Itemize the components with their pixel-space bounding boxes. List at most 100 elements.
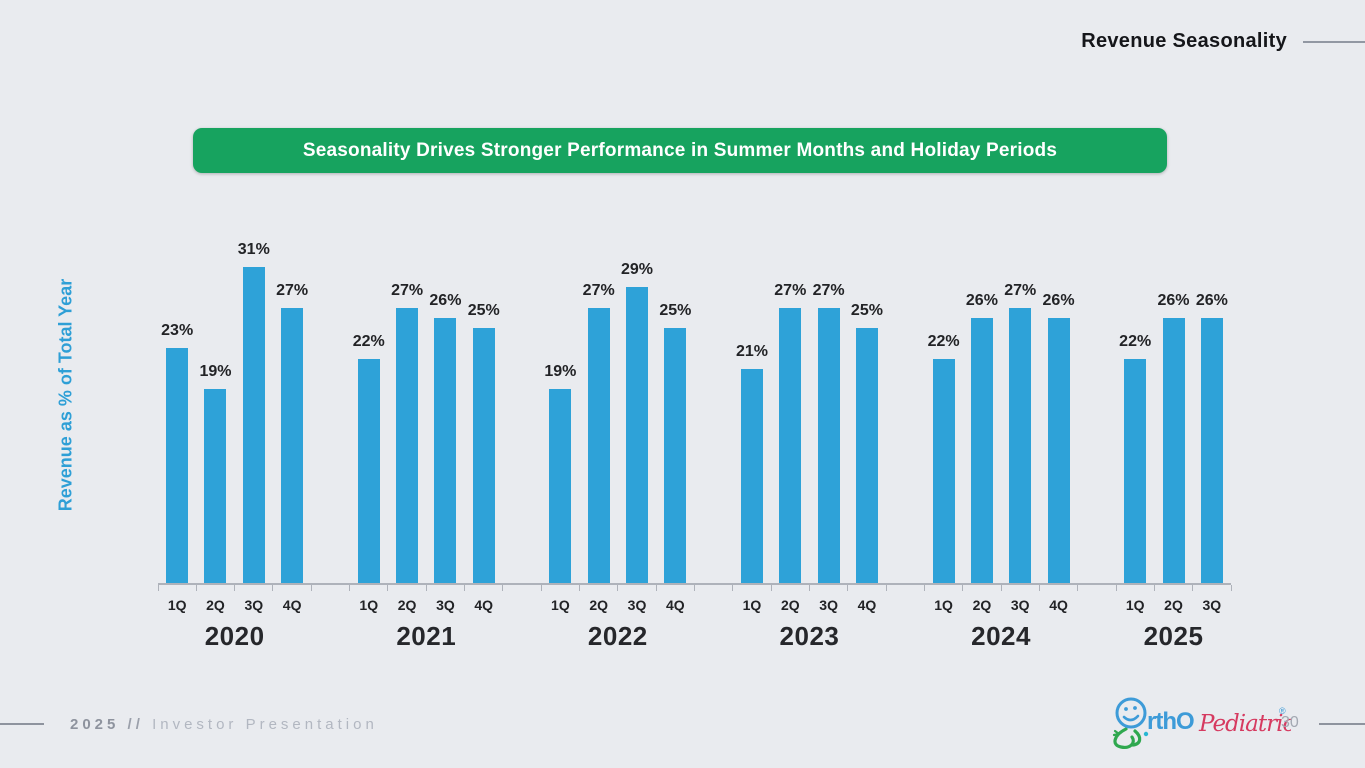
bar-value-label-2021-4Q: 25% [467, 302, 500, 319]
quarter-label-2023-3Q: 3Q [819, 597, 838, 613]
bar-value-label-2022-4Q: 25% [659, 302, 692, 319]
quarter-label-2024-2Q: 2Q [972, 597, 992, 613]
axis-tick [195, 585, 197, 591]
axis-tick [1077, 585, 1079, 591]
bar-2023-4Q [855, 328, 878, 583]
bar-value-label-2022-2Q: 27% [582, 281, 615, 299]
bar-2024-3Q [1009, 307, 1032, 583]
quarter-label-2025-1Q: 1Q [1125, 597, 1145, 613]
axis-tick [157, 585, 159, 591]
quarter-label-2021-2Q: 2Q [397, 597, 417, 613]
axis-tick [847, 585, 849, 591]
axis-tick [272, 585, 274, 591]
smiley-face-icon [1115, 697, 1149, 737]
axis-tick [1192, 585, 1194, 591]
bar-value-label-2020-1Q: 23% [161, 322, 194, 340]
bar-2022-1Q [549, 389, 572, 583]
axis-tick [808, 585, 810, 591]
bar-value-label-2023-4Q: 25% [850, 302, 883, 319]
bar-value-label-2020-2Q: 19% [199, 363, 232, 381]
bar-value-label-2024-4Q: 26% [1042, 291, 1075, 309]
logo-text-red: Pediatrics [1198, 711, 1291, 737]
bar-value-label-2024-3Q: 27% [1004, 281, 1037, 299]
bar-2024-1Q [932, 358, 955, 583]
axis-tick [464, 585, 466, 591]
year-label-2022: 2022 [587, 621, 648, 651]
bar-value-label-2025-2Q: 26% [1157, 291, 1190, 309]
bar-2020-1Q [166, 348, 189, 583]
axis-tick [655, 585, 657, 591]
axis-tick [732, 585, 734, 591]
axis-tick [502, 585, 504, 591]
axis-tick [1230, 585, 1232, 591]
registered-trademark-icon: ® [1279, 706, 1286, 716]
axis-tick [885, 585, 887, 591]
axis-tick [962, 585, 964, 591]
quarter-label-2025-2Q: 2Q [1164, 597, 1183, 613]
bar-value-label-2021-3Q: 26% [429, 291, 462, 309]
year-label-2023: 2023 [779, 621, 840, 651]
axis-tick [1153, 585, 1155, 591]
bar-2021-1Q [357, 358, 380, 583]
quarter-label-2020-2Q: 2Q [206, 597, 225, 613]
bar-value-label-2020-4Q: 27% [276, 281, 309, 299]
bar-2022-3Q [626, 287, 649, 583]
footer-left-line [0, 723, 44, 725]
quarter-label-2024-3Q: 3Q [1010, 597, 1030, 613]
bar-value-label-2021-1Q: 22% [352, 332, 385, 350]
axis-tick [387, 585, 389, 591]
bar-2021-4Q [472, 328, 495, 583]
bar-2025-1Q [1124, 358, 1147, 583]
bar-2020-2Q [204, 389, 227, 583]
bar-value-label-2020-3Q: 31% [237, 240, 270, 258]
bar-2020-3Q [242, 266, 265, 583]
footer-label: Investor Presentation [152, 716, 378, 733]
footer-right-line [1319, 723, 1365, 725]
bar-2024-4Q [1047, 317, 1070, 583]
quarter-label-2022-3Q: 3Q [627, 597, 647, 613]
quarter-label-2021-4Q: 4Q [474, 597, 494, 613]
quarter-label-2023-4Q: 4Q [857, 597, 877, 613]
bar-2021-3Q [434, 317, 457, 583]
axis-tick [579, 585, 581, 591]
bar-value-label-2025-3Q: 26% [1195, 291, 1228, 309]
axis-tick [923, 585, 925, 591]
orthopediatrics-logo-graphic: rthO Pediatrics ® [1112, 697, 1307, 749]
quarter-label-2020-3Q: 3Q [244, 597, 264, 613]
orthopediatrics-logo: rthO Pediatrics ® [1106, 692, 1307, 755]
bar-2025-3Q [1200, 317, 1223, 583]
year-label-2020: 2020 [204, 621, 265, 651]
quarter-label-2021-1Q: 1Q [359, 597, 379, 613]
quarter-label-2022-1Q: 1Q [551, 597, 570, 613]
axis-tick [1000, 585, 1002, 591]
axis-tick [425, 585, 427, 591]
bar-value-label-2024-2Q: 26% [965, 291, 998, 309]
bar-value-label-2023-3Q: 27% [812, 281, 845, 299]
headline-banner-text: Seasonality Drives Stronger Performance … [302, 139, 1058, 161]
bar-2021-2Q [396, 307, 419, 583]
seasonality-bar-chart: 23% 1Q 19% 2Q 31% 3Q 27% 4Q 2020 22% 1Q 27% 2Q 26% 3Q 2… [157, 241, 1232, 651]
axis-tick [349, 585, 351, 591]
page-title: Revenue Seasonality [1081, 30, 1287, 52]
year-label-2021: 2021 [396, 621, 457, 651]
axis-tick [540, 585, 542, 591]
quarter-label-2023-1Q: 1Q [742, 597, 762, 613]
bar-value-label-2022-1Q: 19% [544, 363, 577, 381]
axis-tick [617, 585, 619, 591]
axis-tick [694, 585, 695, 591]
axis-tick [310, 585, 312, 591]
quarter-label-2025-3Q: 3Q [1202, 597, 1222, 613]
bar-2024-2Q [970, 317, 993, 583]
quarter-label-2020-1Q: 1Q [167, 597, 187, 613]
axis-tick [770, 585, 772, 591]
bar-value-label-2024-1Q: 22% [927, 332, 960, 350]
footer-separator: // [127, 716, 144, 733]
quarter-label-2022-2Q: 2Q [589, 597, 609, 613]
bar-value-label-2022-3Q: 29% [621, 261, 654, 279]
year-label-2025: 2025 [1143, 621, 1204, 651]
page-number: 30 [1281, 714, 1299, 731]
bar-2023-1Q [740, 368, 763, 583]
quarter-label-2024-1Q: 1Q [934, 597, 953, 613]
bar-value-label-2023-2Q: 27% [774, 281, 807, 299]
